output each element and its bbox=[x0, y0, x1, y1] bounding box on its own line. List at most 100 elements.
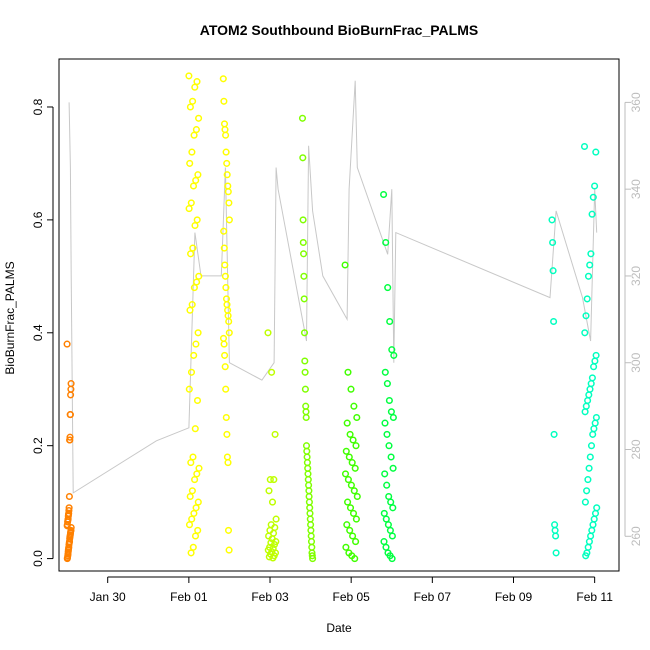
data-point bbox=[353, 413, 361, 422]
data-point bbox=[388, 555, 396, 563]
data-point bbox=[390, 351, 398, 359]
data-point bbox=[581, 408, 589, 416]
data-point bbox=[271, 430, 279, 438]
data-point bbox=[346, 430, 354, 438]
data-point bbox=[349, 436, 357, 444]
data-point bbox=[383, 380, 391, 388]
data-point bbox=[192, 340, 200, 348]
data-point bbox=[266, 476, 274, 484]
data-point bbox=[344, 368, 352, 376]
data-point bbox=[583, 295, 591, 303]
data-point bbox=[350, 487, 358, 495]
data-point bbox=[344, 476, 352, 484]
data-point bbox=[194, 526, 202, 534]
data-point bbox=[301, 368, 309, 376]
data-point bbox=[223, 430, 231, 438]
data-point bbox=[592, 148, 600, 156]
data-point bbox=[188, 301, 196, 309]
point-layer bbox=[63, 72, 601, 563]
data-point bbox=[383, 481, 391, 489]
data-point bbox=[299, 154, 307, 162]
data-point bbox=[187, 368, 196, 376]
data-point bbox=[221, 261, 229, 269]
y-tick-label: 0.4 bbox=[31, 324, 45, 341]
data-point bbox=[189, 97, 197, 105]
data-point bbox=[346, 504, 355, 512]
data-point bbox=[63, 555, 71, 563]
data-point bbox=[352, 442, 360, 450]
data-point bbox=[186, 159, 194, 167]
data-point bbox=[344, 498, 352, 506]
data-point bbox=[348, 459, 356, 467]
data-point bbox=[190, 509, 198, 517]
data-point bbox=[63, 340, 71, 348]
data-point bbox=[186, 103, 194, 111]
data-point bbox=[194, 498, 202, 506]
data-point bbox=[548, 216, 556, 224]
y2-tick-label: 360 bbox=[629, 92, 643, 112]
data-point bbox=[187, 199, 195, 207]
data-point bbox=[300, 250, 308, 258]
data-point bbox=[549, 238, 557, 247]
data-point bbox=[268, 498, 277, 506]
data-point bbox=[588, 210, 596, 218]
data-point bbox=[65, 492, 73, 501]
data-point bbox=[586, 453, 594, 461]
data-point bbox=[222, 385, 230, 393]
data-point bbox=[190, 351, 198, 359]
data-point bbox=[222, 284, 230, 292]
chart-title: ATOM2 Southbound BioBurnFrac_PALMS bbox=[200, 22, 478, 38]
data-point bbox=[388, 532, 396, 540]
data-point bbox=[224, 459, 232, 467]
data-point bbox=[219, 75, 227, 83]
data-point bbox=[193, 216, 201, 224]
data-point bbox=[185, 521, 194, 529]
data-point bbox=[64, 518, 72, 526]
data-point bbox=[187, 250, 195, 258]
data-point bbox=[221, 351, 229, 359]
data-point bbox=[194, 171, 202, 179]
altitude-line bbox=[68, 80, 598, 494]
data-point bbox=[385, 442, 393, 450]
data-point bbox=[270, 476, 278, 484]
data-point bbox=[66, 411, 74, 419]
y-tick-label: 0.0 bbox=[31, 550, 45, 567]
x-tick-label: Feb 05 bbox=[332, 590, 370, 604]
data-point bbox=[300, 272, 308, 280]
data-point bbox=[381, 419, 389, 427]
data-point bbox=[352, 538, 360, 546]
data-point bbox=[589, 193, 597, 201]
data-point bbox=[220, 340, 228, 348]
data-point bbox=[347, 481, 355, 489]
plot-frame bbox=[58, 58, 620, 572]
data-point bbox=[192, 504, 200, 512]
data-point bbox=[389, 504, 397, 512]
data-point bbox=[583, 487, 591, 495]
data-point bbox=[195, 114, 203, 122]
data-point bbox=[223, 171, 231, 179]
y2-tick-label: 340 bbox=[629, 179, 643, 199]
data-point bbox=[225, 546, 233, 554]
data-point bbox=[191, 476, 199, 484]
data-point bbox=[268, 368, 276, 376]
data-point bbox=[380, 190, 388, 199]
data-point bbox=[300, 329, 309, 337]
data-point bbox=[389, 464, 397, 472]
data-point bbox=[586, 261, 594, 269]
data-point bbox=[584, 476, 592, 484]
data-point bbox=[225, 317, 233, 326]
data-point bbox=[589, 430, 597, 438]
data-point bbox=[301, 385, 309, 393]
data-point bbox=[387, 498, 395, 506]
data-point bbox=[300, 295, 308, 303]
y-axis-label: BioBurnFrac_PALMS bbox=[3, 261, 17, 374]
data-point bbox=[591, 182, 599, 190]
data-point bbox=[301, 357, 309, 365]
data-point bbox=[341, 261, 349, 269]
data-point bbox=[381, 470, 389, 478]
data-point bbox=[195, 272, 203, 280]
data-point bbox=[581, 498, 589, 506]
y2-tick-label: 300 bbox=[629, 352, 643, 372]
